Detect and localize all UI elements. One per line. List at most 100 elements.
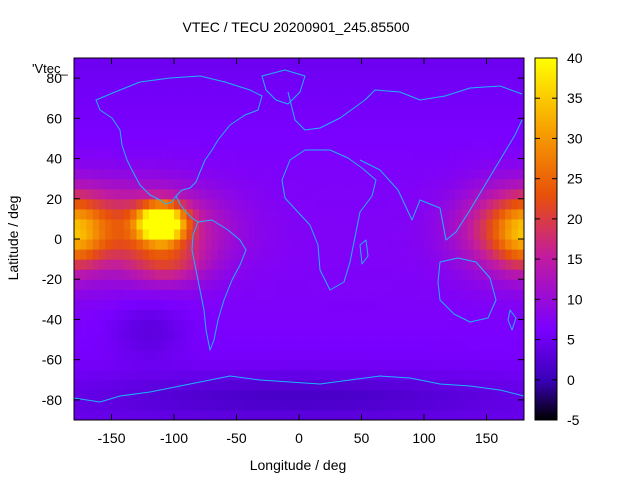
heatmap-cell: [355, 329, 363, 341]
heatmap-cell: [180, 208, 188, 220]
heatmap-cell: [380, 309, 388, 321]
heatmap-cell: [511, 289, 519, 300]
heatmap-cell: [255, 399, 263, 411]
heatmap-cell: [455, 108, 463, 119]
heatmap-cell: [86, 359, 94, 371]
heatmap-cell: [486, 299, 494, 310]
heatmap-cell: [299, 108, 306, 119]
heatmap-cell: [230, 259, 238, 270]
heatmap-cell: [317, 389, 325, 401]
heatmap-cell: [230, 409, 238, 420]
heatmap-cell: [105, 178, 113, 190]
heatmap-cell: [99, 118, 106, 129]
heatmap-cell: [442, 208, 450, 220]
heatmap-cell: [286, 218, 294, 230]
heatmap-cell: [467, 228, 475, 240]
heatmap-cell: [236, 239, 244, 250]
heatmap-cell: [217, 118, 225, 129]
heatmap-cell: [305, 309, 313, 321]
heatmap-cell: [480, 68, 488, 79]
heatmap-cell: [467, 208, 475, 220]
heatmap-cell: [436, 309, 444, 321]
heatmap-cell: [249, 379, 256, 391]
heatmap-cell: [280, 259, 288, 270]
heatmap-cell: [261, 178, 269, 190]
heatmap-cell: [380, 369, 388, 381]
heatmap-cell: [342, 218, 350, 230]
heatmap-cell: [449, 279, 456, 290]
heatmap-cell: [192, 228, 200, 240]
heatmap-cell: [355, 269, 363, 280]
heatmap-cell: [130, 389, 138, 401]
heatmap-cell: [461, 118, 469, 129]
heatmap-cell: [205, 118, 213, 129]
heatmap-cell: [486, 279, 494, 290]
heatmap-cell: [142, 399, 150, 411]
heatmap-cell: [74, 409, 81, 420]
heatmap-cell: [461, 78, 469, 89]
heatmap-cell: [286, 228, 294, 240]
heatmap-cell: [111, 259, 119, 270]
heatmap-cell: [336, 58, 344, 69]
heatmap-cell: [455, 329, 463, 341]
heatmap-cell: [92, 128, 100, 140]
heatmap-cell: [311, 108, 319, 119]
heatmap-cell: [480, 188, 488, 200]
heatmap-cell: [80, 399, 88, 411]
heatmap-cell: [255, 148, 263, 160]
heatmap-cell: [261, 208, 269, 220]
heatmap-cell: [399, 279, 406, 290]
heatmap-cell: [392, 249, 400, 260]
heatmap-cell: [374, 128, 381, 140]
heatmap-cell: [361, 239, 369, 250]
heatmap-cell: [317, 399, 325, 411]
heatmap-cell: [280, 389, 288, 401]
heatmap-cell: [111, 359, 119, 371]
heatmap-cell: [230, 128, 238, 140]
heatmap-cell: [386, 389, 394, 401]
heatmap-cell: [499, 289, 506, 300]
heatmap-cell: [317, 128, 325, 140]
heatmap-cell: [299, 389, 306, 401]
heatmap-cell: [436, 389, 444, 401]
heatmap-cell: [380, 239, 388, 250]
heatmap-cell: [242, 349, 250, 361]
heatmap-cell: [317, 289, 325, 300]
heatmap-cell: [155, 98, 163, 109]
x-tick-label: 50: [354, 430, 370, 446]
heatmap-cell: [380, 98, 388, 109]
heatmap-cell: [349, 208, 356, 220]
heatmap-cell: [80, 158, 88, 170]
heatmap-cell: [117, 379, 125, 391]
heatmap-cell: [392, 58, 400, 69]
heatmap-cell: [305, 68, 313, 79]
heatmap-cell: [342, 168, 350, 180]
heatmap-cell: [217, 228, 225, 240]
heatmap-cell: [330, 168, 338, 180]
heatmap-cell: [461, 259, 469, 270]
heatmap-cell: [155, 339, 163, 351]
heatmap-cell: [217, 279, 225, 290]
heatmap-cell: [511, 249, 519, 260]
heatmap-cell: [261, 299, 269, 310]
heatmap-cell: [449, 78, 456, 89]
heatmap-cell: [74, 218, 81, 230]
heatmap-cell: [336, 389, 344, 401]
heatmap-cell: [267, 259, 275, 270]
heatmap-cell: [324, 249, 331, 260]
heatmap-cell: [461, 108, 469, 119]
heatmap-cell: [336, 88, 344, 99]
heatmap-cell: [199, 289, 206, 300]
heatmap-cell: [442, 138, 450, 150]
heatmap-cell: [86, 319, 94, 331]
heatmap-cell: [505, 118, 513, 129]
heatmap-cell: [411, 389, 419, 401]
heatmap-cell: [424, 168, 431, 180]
heatmap-cell: [480, 299, 488, 310]
heatmap-cell: [192, 208, 200, 220]
heatmap-cell: [411, 58, 419, 69]
heatmap-cell: [286, 239, 294, 250]
heatmap-cell: [392, 279, 400, 290]
heatmap-cell: [442, 78, 450, 89]
heatmap-cell: [424, 389, 431, 401]
